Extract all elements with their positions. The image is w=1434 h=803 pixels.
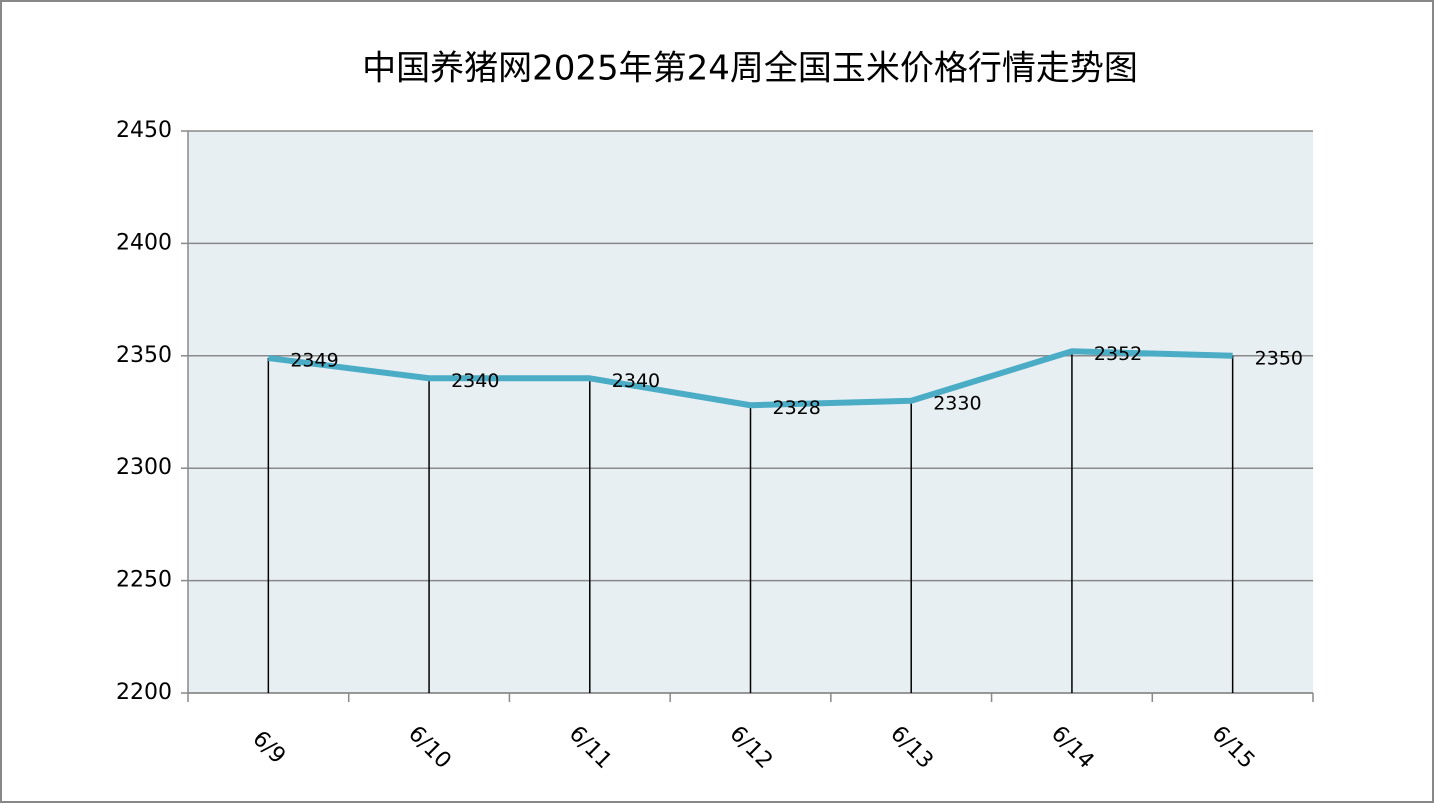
y-tick-label: 2450 <box>116 118 172 143</box>
y-tick-label: 2300 <box>116 455 172 480</box>
y-tick-label: 2350 <box>116 343 172 368</box>
y-tick-label: 2400 <box>116 230 172 255</box>
y-tick-label: 2250 <box>116 568 172 593</box>
data-label: 2328 <box>773 397 821 419</box>
data-label: 2340 <box>451 370 499 392</box>
data-label: 2340 <box>612 370 660 392</box>
series-line <box>267 348 1233 409</box>
data-label: 2349 <box>290 350 338 372</box>
chart-title: 中国养猪网2025年第24周全国玉米价格行情走势图 <box>362 49 1138 89</box>
y-tick-label: 2200 <box>116 680 172 705</box>
data-label: 2330 <box>933 392 981 414</box>
data-label: 2350 <box>1255 347 1303 369</box>
data-label: 2352 <box>1094 343 1142 365</box>
